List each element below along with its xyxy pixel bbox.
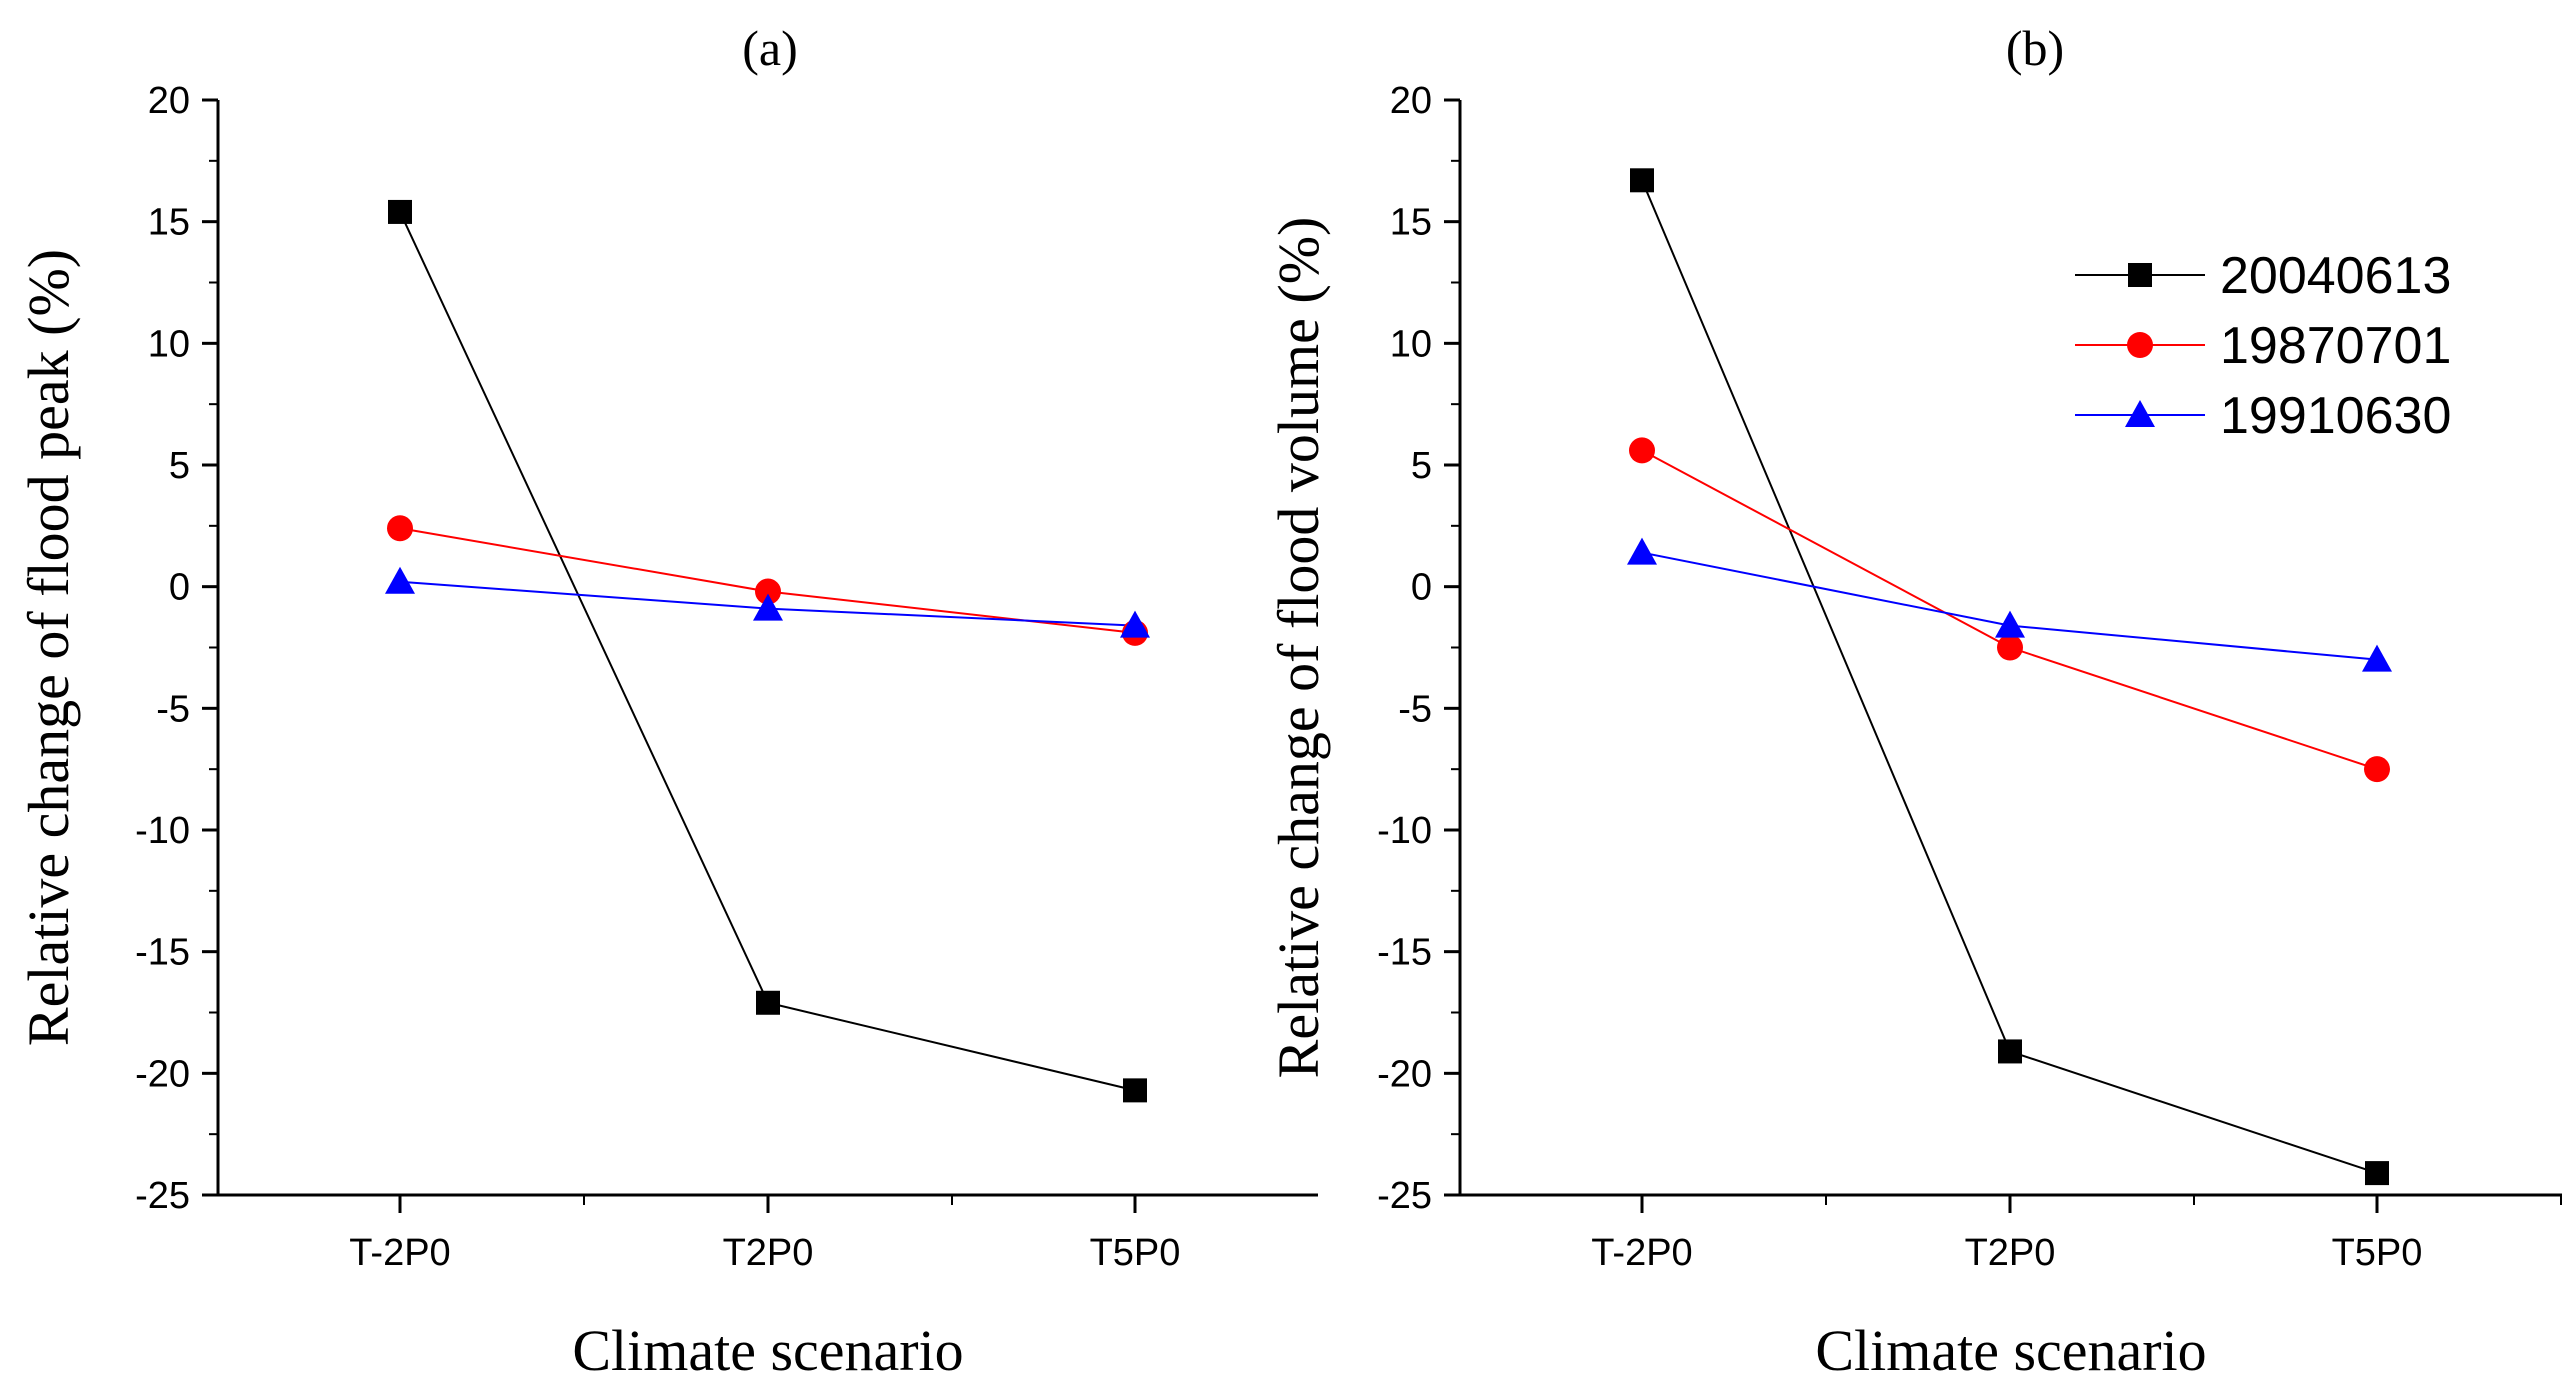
y-tick-label: -5 <box>1398 688 1432 730</box>
y-tick-label: -10 <box>135 810 190 852</box>
data-point-square <box>1630 168 1654 193</box>
data-point-triangle <box>2362 644 2392 672</box>
y-tick-label: -15 <box>1377 932 1432 974</box>
y-axis-title: Relative change of flood peak (%) <box>16 249 81 1046</box>
data-point-triangle <box>1995 610 2025 638</box>
data-point-triangle <box>753 593 783 621</box>
legend-label: 20040613 <box>2220 247 2451 305</box>
data-point-square <box>2365 1161 2389 1186</box>
y-tick-label: 10 <box>1390 323 1432 365</box>
panel-a: -25 -20 -15 -10 -5 0 5 10 15 20 T-2P0 T2P0 T5P0 (a) Cl… <box>16 20 1318 1383</box>
legend-label: 19870701 <box>2220 317 2451 375</box>
data-point-triangle <box>1120 610 1150 638</box>
y-tick-label: 0 <box>1411 567 1432 609</box>
y-tick-label: 10 <box>148 323 190 365</box>
x-tick-label: T5P0 <box>2332 1232 2423 1274</box>
y-tick-label: -5 <box>156 688 190 730</box>
x-tick-label: T5P0 <box>1090 1232 1181 1274</box>
y-tick-label: -25 <box>1377 1175 1432 1217</box>
y-tick-label: -20 <box>135 1053 190 1095</box>
legend: 20040613 19870701 19910630 <box>2075 247 2451 445</box>
x-axis-title: Climate scenario <box>572 1318 963 1383</box>
y-tick-label: 0 <box>169 567 190 609</box>
x-axis-title: Climate scenario <box>1815 1318 2206 1383</box>
y-tick-label: 20 <box>148 80 190 122</box>
series-line-19870701 <box>1641 449 2378 771</box>
series-line-20040613 <box>399 211 1136 1092</box>
y-tick-label: 15 <box>1390 202 1432 244</box>
x-tick-label: T2P0 <box>723 1232 814 1274</box>
y-tick-label: -10 <box>1377 810 1432 852</box>
data-point-circle <box>2364 756 2390 783</box>
data-point-circle <box>387 515 413 542</box>
y-tick-label: -20 <box>1377 1053 1432 1095</box>
x-tick-label: T-2P0 <box>349 1232 450 1274</box>
data-point-square <box>1123 1078 1147 1103</box>
y-tick-label: -15 <box>135 932 190 974</box>
data-point-triangle <box>2125 400 2155 427</box>
y-tick-label: 5 <box>1411 445 1432 487</box>
data-point-square <box>2128 263 2152 287</box>
data-point-circle <box>1629 437 1655 464</box>
data-point-circle <box>1997 634 2023 661</box>
data-point-square <box>388 199 412 224</box>
panel-title: (b) <box>2006 20 2064 76</box>
x-tick-label: T-2P0 <box>1591 1232 1692 1274</box>
data-point-circle <box>755 578 781 605</box>
data-point-triangle <box>1627 537 1657 565</box>
y-axis-title: Relative change of flood volume (%) <box>1266 217 1331 1079</box>
data-point-circle <box>2127 332 2153 358</box>
panel-title: (a) <box>742 20 798 76</box>
data-point-square <box>756 990 780 1015</box>
panel-b: -25 -20 -15 -10 -5 0 5 10 15 20 T-2P0 T2P0 T5P0 (b) Cl… <box>1266 20 2562 1383</box>
y-tick-label: 5 <box>169 445 190 487</box>
y-tick-label: -25 <box>135 1175 190 1217</box>
x-tick-label: T2P0 <box>1965 1232 2056 1274</box>
data-point-square <box>1998 1039 2022 1064</box>
y-tick-label: 20 <box>1390 80 1432 122</box>
y-tick-label: 15 <box>148 202 190 244</box>
legend-label: 19910630 <box>2220 387 2451 445</box>
data-point-triangle <box>385 566 415 594</box>
